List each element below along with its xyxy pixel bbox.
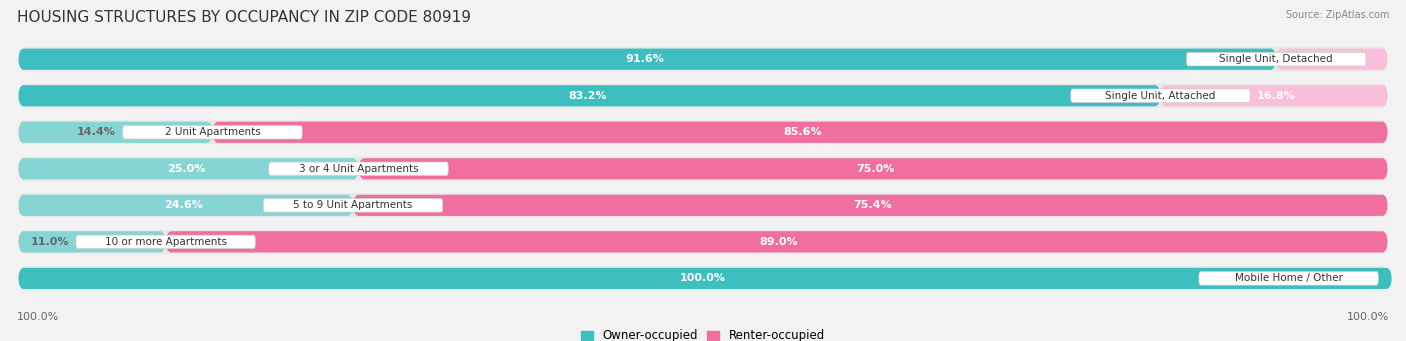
FancyBboxPatch shape xyxy=(18,268,1392,289)
FancyBboxPatch shape xyxy=(18,195,353,216)
FancyBboxPatch shape xyxy=(359,158,1388,179)
Text: 10 or more Apartments: 10 or more Apartments xyxy=(104,237,226,247)
Text: 85.6%: 85.6% xyxy=(783,127,821,137)
FancyBboxPatch shape xyxy=(122,125,302,139)
Text: 100.0%: 100.0% xyxy=(17,312,59,322)
Text: 25.0%: 25.0% xyxy=(167,164,205,174)
Text: Source: ZipAtlas.com: Source: ZipAtlas.com xyxy=(1285,10,1389,20)
FancyBboxPatch shape xyxy=(18,47,1388,71)
FancyBboxPatch shape xyxy=(1277,49,1388,70)
Text: 3 or 4 Unit Apartments: 3 or 4 Unit Apartments xyxy=(298,164,419,174)
FancyBboxPatch shape xyxy=(1071,89,1250,103)
Text: 83.2%: 83.2% xyxy=(568,91,606,101)
FancyBboxPatch shape xyxy=(18,266,1388,291)
Text: 75.0%: 75.0% xyxy=(856,164,894,174)
Text: Single Unit, Attached: Single Unit, Attached xyxy=(1105,91,1216,101)
Text: 100.0%: 100.0% xyxy=(681,273,725,283)
FancyBboxPatch shape xyxy=(18,193,1388,218)
FancyBboxPatch shape xyxy=(353,195,1388,216)
FancyBboxPatch shape xyxy=(269,162,449,176)
FancyBboxPatch shape xyxy=(18,120,1388,144)
FancyBboxPatch shape xyxy=(18,157,1388,181)
Text: 89.0%: 89.0% xyxy=(759,237,799,247)
Text: 14.4%: 14.4% xyxy=(77,127,117,137)
FancyBboxPatch shape xyxy=(1187,53,1365,66)
FancyBboxPatch shape xyxy=(18,158,359,179)
FancyBboxPatch shape xyxy=(1160,85,1388,106)
Text: 2 Unit Apartments: 2 Unit Apartments xyxy=(165,127,260,137)
Legend: Owner-occupied, Renter-occupied: Owner-occupied, Renter-occupied xyxy=(576,325,830,341)
FancyBboxPatch shape xyxy=(18,85,1160,106)
Text: HOUSING STRUCTURES BY OCCUPANCY IN ZIP CODE 80919: HOUSING STRUCTURES BY OCCUPANCY IN ZIP C… xyxy=(17,10,471,25)
Text: Single Unit, Detached: Single Unit, Detached xyxy=(1219,54,1333,64)
Text: 75.4%: 75.4% xyxy=(853,200,891,210)
FancyBboxPatch shape xyxy=(18,230,1388,254)
Text: 91.6%: 91.6% xyxy=(626,54,665,64)
Text: 100.0%: 100.0% xyxy=(1347,312,1389,322)
FancyBboxPatch shape xyxy=(18,84,1388,108)
FancyBboxPatch shape xyxy=(1199,272,1378,285)
Text: 16.8%: 16.8% xyxy=(1257,91,1295,101)
FancyBboxPatch shape xyxy=(166,231,1388,252)
Text: 5 to 9 Unit Apartments: 5 to 9 Unit Apartments xyxy=(294,200,413,210)
Text: 11.0%: 11.0% xyxy=(31,237,69,247)
Text: 24.6%: 24.6% xyxy=(165,200,202,210)
FancyBboxPatch shape xyxy=(18,231,166,252)
FancyBboxPatch shape xyxy=(18,122,212,143)
FancyBboxPatch shape xyxy=(76,235,256,249)
Text: Mobile Home / Other: Mobile Home / Other xyxy=(1234,273,1343,283)
FancyBboxPatch shape xyxy=(263,198,443,212)
FancyBboxPatch shape xyxy=(18,49,1277,70)
FancyBboxPatch shape xyxy=(212,122,1388,143)
